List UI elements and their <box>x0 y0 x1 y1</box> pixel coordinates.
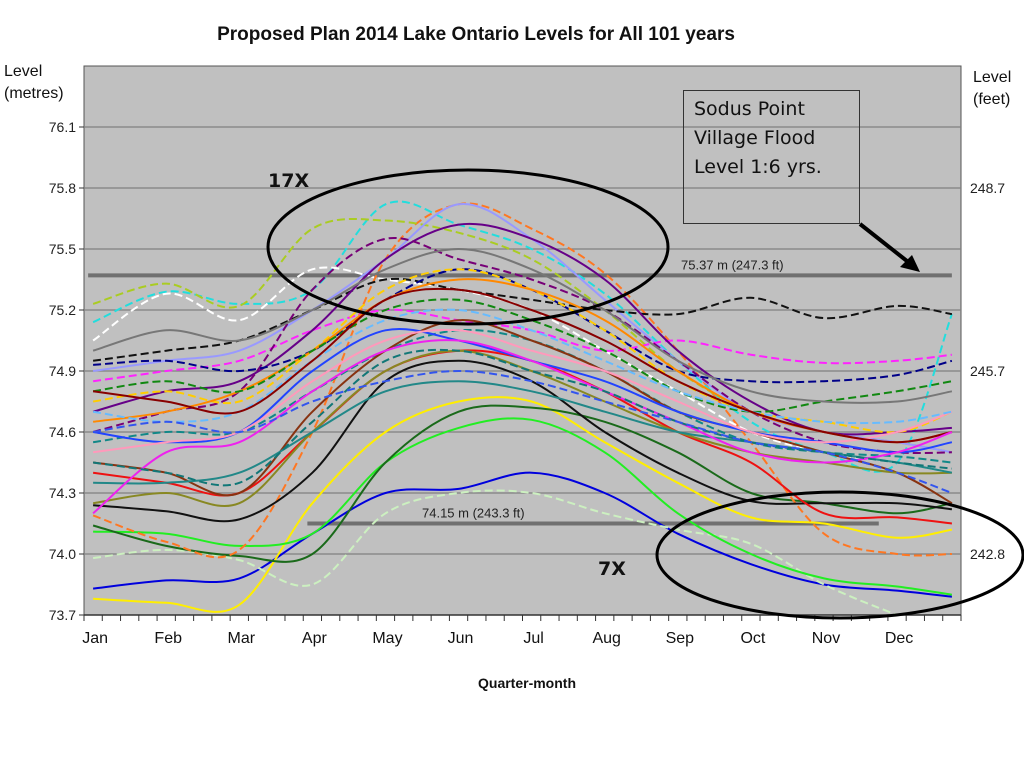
x-tick-label: Oct <box>740 630 765 647</box>
y-axis-label-line1: Level <box>4 63 42 80</box>
series-line <box>93 417 953 596</box>
high-count-label: 17X <box>268 170 309 192</box>
annotation-arrow <box>858 222 914 267</box>
right-tick-label: 242.8 <box>970 546 1005 562</box>
y-tick-label: 76.1 <box>49 119 76 135</box>
chart-title: Proposed Plan 2014 Lake Ontario Levels f… <box>217 24 735 45</box>
x-tick-label: Sep <box>666 630 695 647</box>
series-line <box>92 339 953 515</box>
y-tick-label: 74.6 <box>49 424 76 440</box>
low-count-label: 7X <box>598 558 626 580</box>
right-axis-label-line2: (feet) <box>973 91 1010 108</box>
series-line <box>92 202 952 559</box>
arrow-head-icon <box>900 255 920 272</box>
y-tick-label: 75.2 <box>49 302 76 318</box>
low-level-ellipse <box>655 490 1024 620</box>
y-tick-label: 74.9 <box>49 363 76 379</box>
y-tick-label: 74.3 <box>49 485 76 501</box>
right-tick-label: 248.7 <box>970 180 1005 196</box>
right-axis-label-line1: Level <box>973 69 1011 86</box>
y-tick-label: 75.8 <box>49 180 76 196</box>
series-line <box>92 247 953 404</box>
x-tick-label: May <box>372 630 402 647</box>
note-line: Sodus Point <box>694 98 805 120</box>
x-tick-label: Jan <box>82 630 108 647</box>
x-tick-label: Apr <box>302 630 328 647</box>
y-tick-label: 74.0 <box>49 546 76 562</box>
high-level-ellipse <box>266 168 670 326</box>
x-tick-label: Mar <box>228 630 256 647</box>
series-line <box>93 396 953 613</box>
series-line <box>92 287 953 444</box>
series-line <box>92 200 953 473</box>
flood-level-note: Sodus Point Village Flood Level 1:6 yrs. <box>683 90 860 224</box>
x-tick-label: Jul <box>523 630 543 647</box>
x-tick-label: Jun <box>448 630 474 647</box>
reference-line-label: 75.37 m (247.3 ft) <box>681 257 784 272</box>
x-tick-label: Feb <box>154 630 182 647</box>
note-line: Village Flood <box>694 127 816 149</box>
x-axis-label: Quarter-month <box>478 675 576 691</box>
y-tick-label: 73.7 <box>49 607 76 623</box>
series-line <box>92 369 953 494</box>
x-tick-label: Nov <box>812 630 840 647</box>
series-line <box>92 489 900 615</box>
reference-line-label: 74.15 m (243.3 ft) <box>422 506 525 521</box>
y-tick-label: 75.5 <box>49 241 76 257</box>
x-tick-label: Dec <box>885 630 913 647</box>
right-tick-label: 245.7 <box>970 363 1005 379</box>
note-line: Level 1:6 yrs. <box>694 156 822 178</box>
x-tick-label: Aug <box>592 630 620 647</box>
y-axis-label-line2: (metres) <box>4 85 64 102</box>
series-line <box>92 298 953 413</box>
